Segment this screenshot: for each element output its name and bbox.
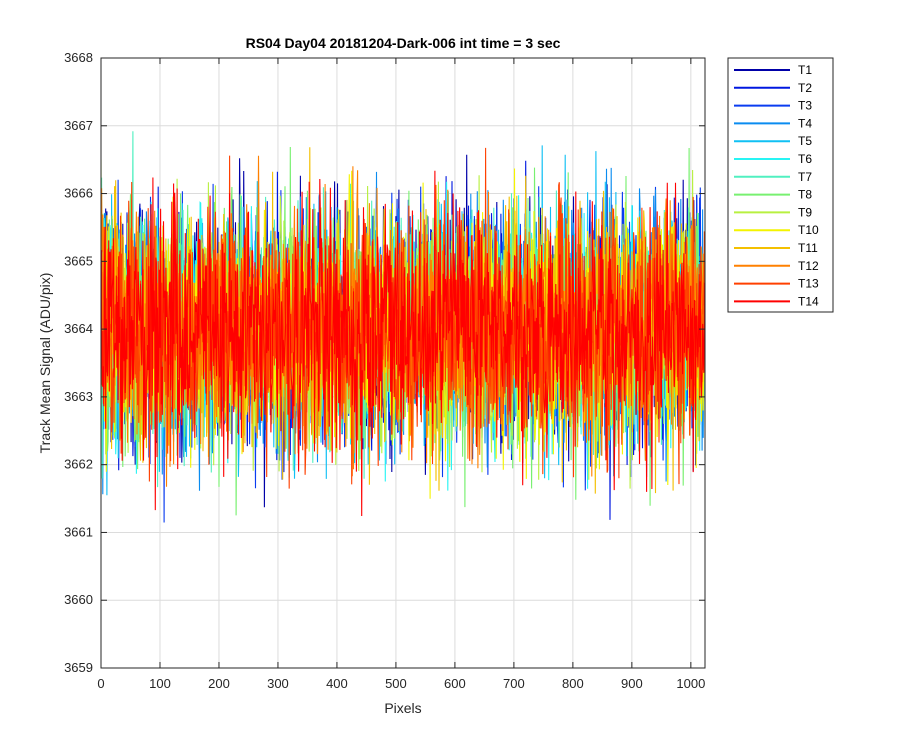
- chart-title: RS04 Day04 20181204-Dark-006 int time = …: [246, 35, 561, 51]
- x-tick-label: 300: [267, 676, 289, 691]
- x-tick-label: 0: [97, 676, 104, 691]
- series-lines: [101, 131, 705, 523]
- legend-label-T14: T14: [798, 294, 819, 308]
- x-tick-label: 1000: [676, 676, 705, 691]
- legend-label-T9: T9: [798, 205, 812, 219]
- y-tick-label: 3668: [64, 50, 93, 65]
- x-axis-label: Pixels: [384, 700, 421, 716]
- y-tick-labels: 3659 3660 3661 3662 3663 3664 3665 3666 3667 3668: [64, 50, 93, 675]
- legend-label-T1: T1: [798, 63, 812, 77]
- x-tick-label: 600: [444, 676, 466, 691]
- x-tick-label: 200: [208, 676, 230, 691]
- legend-label-T8: T8: [798, 188, 812, 202]
- x-tick-label: 700: [503, 676, 525, 691]
- y-tick-label: 3661: [64, 524, 93, 539]
- legend-label-T11: T11: [798, 241, 818, 255]
- legend-label-T5: T5: [798, 134, 812, 148]
- y-tick-label: 3667: [64, 118, 93, 133]
- x-tick-label: 500: [385, 676, 407, 691]
- series-line-T14: [101, 170, 705, 517]
- y-tick-label: 3665: [64, 253, 93, 268]
- x-tick-label: 800: [562, 676, 584, 691]
- plot-frame: [100, 57, 706, 669]
- legend-label-T10: T10: [798, 223, 819, 237]
- y-tick-label: 3664: [64, 321, 93, 336]
- legend-label-T6: T6: [798, 152, 812, 166]
- x-tick-labels: 0 100 200 300 400 500 600 700 800 900 1000: [97, 676, 705, 691]
- legend-label-T2: T2: [798, 81, 812, 95]
- legend-label-T7: T7: [798, 170, 812, 184]
- legend: T1 T2 T3 T4 T5 T6 T7 T8 T9 T10 T11 T12 T13 T14: [727, 57, 834, 313]
- y-tick-label: 3660: [64, 592, 93, 607]
- x-tick-label: 900: [621, 676, 643, 691]
- y-tick-label: 3666: [64, 186, 93, 201]
- legend-label-T3: T3: [798, 99, 812, 113]
- y-tick-label: 3659: [64, 660, 93, 675]
- x-tick-label: 400: [326, 676, 348, 691]
- legend-label-T4: T4: [798, 116, 812, 130]
- axis-ticks: [100, 57, 705, 669]
- legend-label-T13: T13: [798, 277, 819, 291]
- y-tick-label: 3663: [64, 389, 93, 404]
- y-axis-label: Track Mean Signal (ADU/pix): [37, 273, 53, 454]
- legend-label-T12: T12: [798, 259, 819, 273]
- y-tick-label: 3662: [64, 457, 93, 472]
- x-tick-label: 100: [149, 676, 171, 691]
- legend-box: [727, 57, 834, 313]
